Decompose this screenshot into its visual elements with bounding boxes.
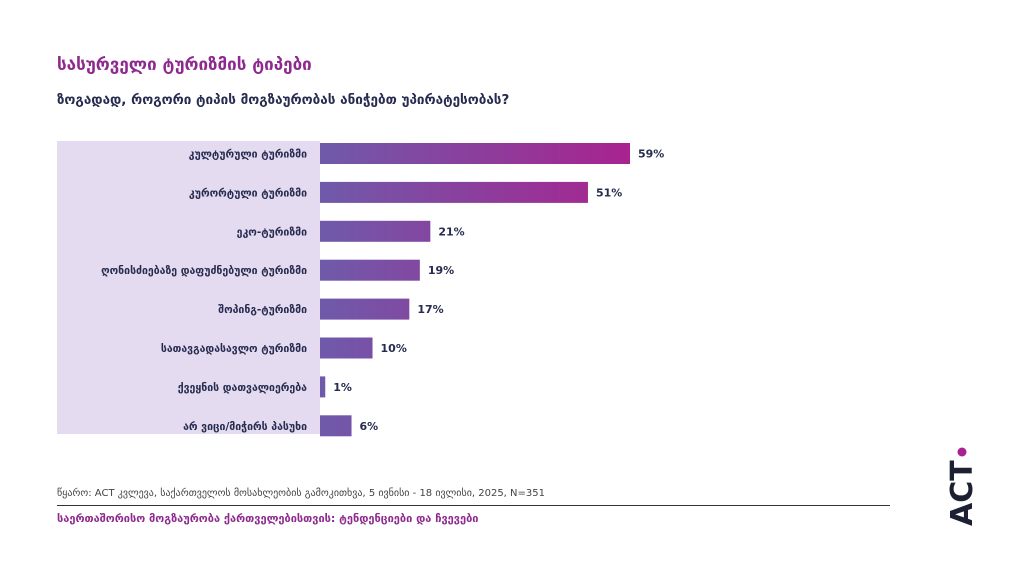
category-label: სათავგადასავლო ტურიზმი [161,343,307,355]
label-panel [57,141,320,434]
bar [320,259,420,281]
category-label: კურორტული ტურიზმი [189,187,307,199]
category-label: შოპინგ-ტურიზმი [218,304,307,316]
category-label: ქვეყნის დათვალიერება [178,382,307,394]
bar [320,143,630,164]
category-label: ღონისძიებაზე დაფუძნებული ტურიზმი [101,265,307,277]
value-label: 19% [428,264,454,277]
bar [320,337,373,359]
value-label: 21% [438,225,464,238]
footer-divider [57,505,890,506]
logo-dot [957,447,967,457]
value-label: 51% [596,186,622,199]
category-label: კულტურული ტურიზმი [189,149,307,161]
value-label: 1% [333,381,352,394]
source-note: წყარო: ACT კვლევა, საქართველოს მოსახლეობ… [57,488,545,499]
value-label: 6% [360,420,379,433]
act-logo: ACT [945,447,980,526]
bar [320,298,410,320]
value-label: 59% [638,148,664,161]
value-label: 17% [417,303,443,316]
chart-subtitle: ზოგადად, როგორი ტიპის მოგზაურობას ანიჭებ… [57,92,510,108]
category-label: არ ვიცი/მიჭირს პასუხი [183,421,307,433]
bar-chart: კულტურული ტურიზმი 59% კურორტული ტურიზმი 51%… [57,141,664,437]
value-label: 10% [381,342,407,355]
bar [320,220,431,242]
chart-title: სასურველი ტურიზმის ტიპები [57,55,312,75]
bar [320,376,326,398]
bar [320,181,588,203]
logo-text: ACT [945,460,980,526]
category-label: ეკო-ტურიზმი [237,226,307,238]
bar [320,415,352,437]
footer-title: საერთაშორისო მოგზაურობა ქართველებისთვის:… [57,512,479,525]
